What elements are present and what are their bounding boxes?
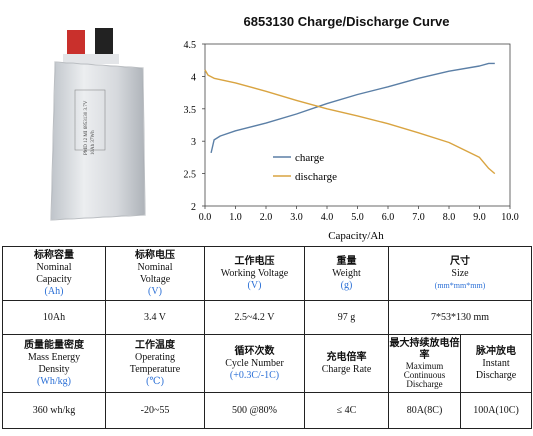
header-mass-energy-density: 质量能量密度 Mass Energy Density (Wh/kg) [2,334,106,393]
value-cycle-number: 500 @80% [204,392,305,429]
spec-values-row-2: 360 wh/kg -20~55 500 @80% ≤ 4C 80A(8C) 1… [2,392,533,429]
spec-values-row-1: 10Ah 3.4 V 2.5~4.2 V 97 g 7*53*130 mm [2,300,533,335]
legend-label-discharge: discharge [295,171,337,183]
legend-label-charge: charge [295,152,324,164]
header-nominal-capacity: 标称容量 Nominal Capacity (Ah) [2,246,106,301]
value-instant-discharge: 100A(10C) [459,392,533,429]
series-line-discharge [204,69,496,175]
x-tick-label: 7.0 [412,212,425,223]
header-cycle-number: 循环次数 Cycle Number (+0.3C/-1C) [204,334,305,393]
x-axis-label: Capacity/Ah [328,230,384,242]
x-tick-label: 2.0 [260,212,273,223]
y-tick-label: 3.5 [184,105,197,116]
value-working-voltage: 2.5~4.2 V [204,300,305,335]
header-operating-temperature: 工作温度 Operating Temperature (℃) [105,334,205,393]
battery-image: PMD 12 MI 6853130 3.7V 10Ah 37Wh [45,20,155,230]
spec-header-row-1: 标称容量 Nominal Capacity (Ah) 标称电压 Nominal … [2,246,533,301]
header-instant-discharge: 脉冲放电 Instant Discharge [459,334,533,393]
battery-label-line1: PMD 12 MI 6853130 3.7V [84,100,89,155]
battery-label-line2: 10Ah 37Wh [91,130,96,155]
x-tick-label: 10.0 [501,212,519,223]
value-mass-energy-density: 360 wh/kg [2,392,106,429]
top-section: PMD 12 MI 6853130 3.7V 10Ah 37Wh 6853130… [45,10,533,245]
y-tick-label: 3 [191,137,196,148]
header-weight: 重量 Weight (g) [304,246,389,301]
series-line-charge [210,62,495,154]
header-charge-rate: 充电倍率 Charge Rate [304,334,389,393]
value-charge-rate: ≤ 4C [304,392,389,429]
black-terminal [95,28,113,60]
x-tick-label: 5.0 [351,212,364,223]
y-tick-label: 2 [191,202,196,213]
header-nominal-voltage: 标称电压 Nominal Voltage (V) [105,246,205,301]
spec-table: 标称容量 Nominal Capacity (Ah) 标称电压 Nominal … [2,246,533,429]
value-nominal-voltage: 3.4 V [105,300,205,335]
charge-discharge-chart: 6853130 Charge/Discharge Curve 0.0 1.0 2.0… [160,10,533,245]
chart-title: 6853130 Charge/Discharge Curve [243,14,450,29]
header-working-voltage: 工作电压 Working Voltage (V) [204,246,305,301]
x-tick-label: 9.0 [473,212,486,223]
x-tick-label: 4.0 [321,212,334,223]
header-max-continuous-discharge: 最大持续放电倍率 Maximum Continuous Discharge [388,334,461,393]
y-tick-label: 4.5 [184,40,197,51]
x-tick-label: 8.0 [443,212,456,223]
red-terminal [67,30,85,60]
value-size: 7*53*130 mm [387,300,533,335]
y-tick-label: 2.5 [184,170,197,181]
chart-plot: 0.0 1.0 2.0 3.0 4.0 5.0 6.0 7.0 8.0 9.0 10.0 2 2.5 3 3… [184,40,519,242]
spec-header-row-2: 质量能量密度 Mass Energy Density (Wh/kg) 工作温度 … [2,334,533,393]
x-tick-label: 1.0 [229,212,242,223]
x-tick-label: 0.0 [199,212,212,223]
x-tick-label: 3.0 [290,212,303,223]
y-tick-label: 4 [191,72,196,83]
value-max-continuous-discharge: 80A(8C) [388,392,461,429]
header-size: 尺寸 Size (mm*mm*mm) [387,246,533,301]
value-operating-temperature: -20~55 [105,392,205,429]
x-tick-label: 6.0 [382,212,395,223]
value-weight: 97 g [304,300,389,335]
value-nominal-capacity: 10Ah [2,300,106,335]
